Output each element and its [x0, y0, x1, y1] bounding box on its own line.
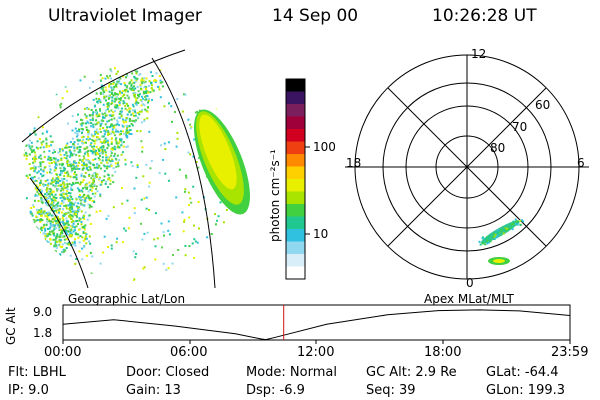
- x-tick-1800: 18:00: [424, 345, 462, 360]
- y-axis-bottom: 1.8: [33, 326, 53, 340]
- info-ip: IP: 9.0: [8, 383, 49, 398]
- polar-label-6: 6: [577, 156, 585, 170]
- info-glon: GLon: 199.3: [486, 383, 566, 398]
- global-image: [21, 49, 250, 289]
- info-glat: GLat: -64.4: [486, 365, 559, 380]
- polar-lat-70: 70: [512, 120, 528, 134]
- geographic-grid-lines: [21, 49, 216, 289]
- instrument-title: Ultraviolet Imager: [48, 6, 202, 26]
- colorbar-tick-100: 100: [313, 140, 336, 154]
- y-axis-label: GC Alt: [4, 307, 18, 345]
- timeline-right-caption: Apex MLat/MLT: [424, 292, 514, 306]
- y-axis-top: 9.0: [33, 305, 53, 319]
- info-flt: Flt: LBHL: [8, 365, 66, 380]
- timeline-panel: [62, 304, 571, 344]
- timeline-left-caption: Geographic Lat/Lon: [68, 292, 186, 306]
- polar-aurora: [478, 218, 525, 265]
- polar-lat-60: 60: [535, 98, 551, 112]
- info-gcalt: GC Alt: 2.9 Re: [366, 365, 457, 380]
- auroral-oval-bright: [194, 109, 250, 215]
- info-seq: Seq: 39: [366, 383, 416, 398]
- info-mode: Mode: Normal: [246, 365, 337, 380]
- x-tick-0600: 06:00: [170, 345, 208, 360]
- time-label: 10:26:28 UT: [432, 6, 537, 26]
- x-tick-1200: 12:00: [297, 345, 335, 360]
- colorbar-tick-10: 10: [313, 227, 329, 241]
- x-tick-2359: 23:59: [551, 345, 589, 360]
- polar-plot: [345, 54, 589, 280]
- polar-label-12: 12: [471, 47, 487, 61]
- polar-lat-80: 80: [490, 141, 506, 155]
- info-door: Door: Closed: [126, 365, 210, 380]
- polar-label-0: 0: [466, 276, 474, 290]
- colorbar: [285, 78, 310, 280]
- x-tick-0000: 00:00: [44, 345, 82, 360]
- colorbar-unit-label: photon cm⁻²s⁻¹: [268, 149, 282, 242]
- info-dsp: Dsp: -6.9: [246, 383, 305, 398]
- polar-label-18: 18: [346, 156, 362, 170]
- info-gain: Gain: 13: [126, 383, 181, 398]
- date-label: 14 Sep 00: [272, 6, 359, 26]
